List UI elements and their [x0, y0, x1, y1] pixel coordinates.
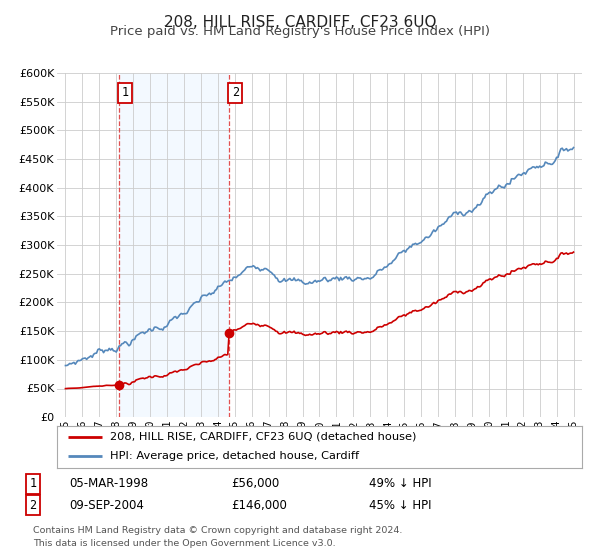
Text: 49% ↓ HPI: 49% ↓ HPI [369, 477, 431, 491]
Text: 45% ↓ HPI: 45% ↓ HPI [369, 498, 431, 512]
Text: Price paid vs. HM Land Registry's House Price Index (HPI): Price paid vs. HM Land Registry's House … [110, 25, 490, 38]
Text: 2: 2 [232, 86, 239, 99]
Text: HPI: Average price, detached house, Cardiff: HPI: Average price, detached house, Card… [110, 451, 359, 461]
Text: Contains HM Land Registry data © Crown copyright and database right 2024.: Contains HM Land Registry data © Crown c… [33, 526, 403, 535]
Text: £56,000: £56,000 [231, 477, 279, 491]
Text: 208, HILL RISE, CARDIFF, CF23 6UQ: 208, HILL RISE, CARDIFF, CF23 6UQ [164, 15, 436, 30]
Bar [119, 73, 229, 417]
Text: 1: 1 [29, 477, 37, 491]
Text: This data is licensed under the Open Government Licence v3.0.: This data is licensed under the Open Gov… [33, 539, 335, 548]
Text: £146,000: £146,000 [231, 498, 287, 512]
Text: 1: 1 [122, 86, 129, 99]
Text: 05-MAR-1998: 05-MAR-1998 [69, 477, 148, 491]
Text: 208, HILL RISE, CARDIFF, CF23 6UQ (detached house): 208, HILL RISE, CARDIFF, CF23 6UQ (detac… [110, 432, 416, 442]
Text: 2: 2 [29, 498, 37, 512]
Text: 09-SEP-2004: 09-SEP-2004 [69, 498, 144, 512]
